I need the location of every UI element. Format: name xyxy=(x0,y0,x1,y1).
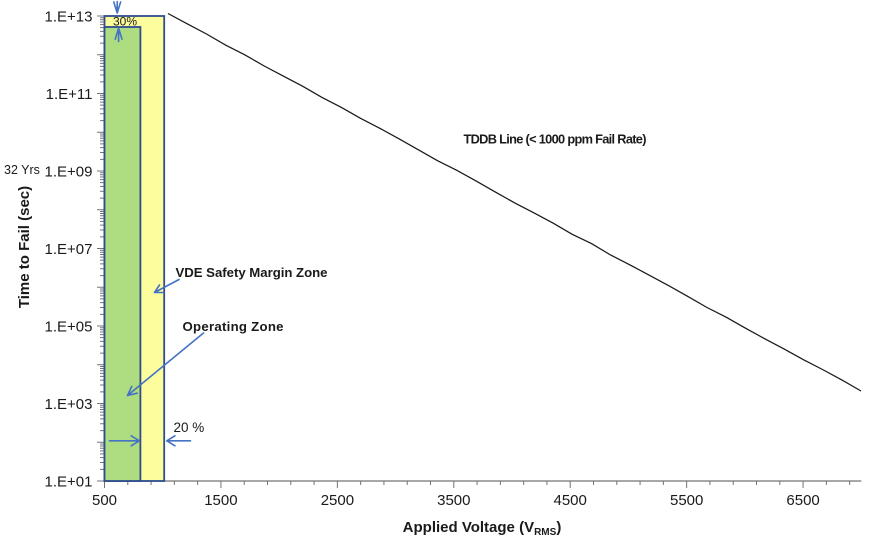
svg-text:1.E+11: 1.E+11 xyxy=(46,86,93,103)
svg-text:1.E+01: 1.E+01 xyxy=(45,473,93,490)
svg-text:1.E+03: 1.E+03 xyxy=(45,396,93,413)
svg-text:Applied Voltage (VRMS): Applied Voltage (VRMS) xyxy=(403,519,562,538)
svg-text:1.E+09: 1.E+09 xyxy=(45,163,93,180)
svg-text:1.E+07: 1.E+07 xyxy=(45,241,93,258)
svg-text:VDE Safety Margin Zone: VDE Safety Margin Zone xyxy=(176,265,328,280)
svg-text:3500: 3500 xyxy=(437,492,470,509)
svg-text:30%: 30% xyxy=(113,15,137,29)
svg-text:20 %: 20 % xyxy=(174,420,205,435)
svg-text:Time to Fail (sec): Time to Fail (sec) xyxy=(16,186,33,308)
svg-text:2500: 2500 xyxy=(321,492,354,509)
svg-text:6500: 6500 xyxy=(786,492,819,509)
svg-text:4500: 4500 xyxy=(554,492,587,509)
svg-text:32 Yrs: 32 Yrs xyxy=(4,163,40,177)
svg-text:Operating Zone: Operating Zone xyxy=(183,319,284,334)
svg-text:500: 500 xyxy=(92,492,117,509)
svg-text:1.E+05: 1.E+05 xyxy=(45,318,93,335)
svg-text:5500: 5500 xyxy=(670,492,703,509)
svg-text:1.E+13: 1.E+13 xyxy=(45,8,93,25)
svg-text:1500: 1500 xyxy=(204,492,237,509)
svg-text:TDDB Line (< 1000 ppm Fail Rat: TDDB Line (< 1000 ppm Fail Rate) xyxy=(464,132,647,147)
